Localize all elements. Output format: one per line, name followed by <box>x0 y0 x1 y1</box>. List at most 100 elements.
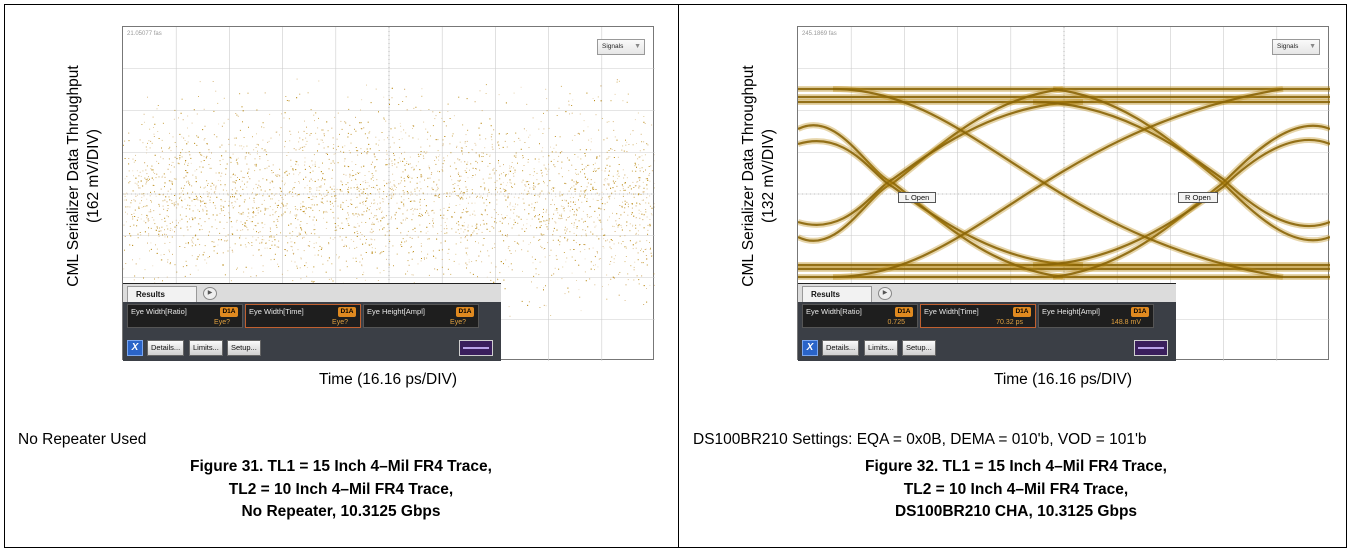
trace-sample <box>635 242 637 244</box>
trace-sample <box>176 271 178 273</box>
trace-sample <box>164 229 165 231</box>
trace-sample <box>298 234 300 236</box>
trace-sample <box>609 216 610 218</box>
trace-sample <box>303 236 305 238</box>
trace-sample <box>175 178 177 180</box>
trace-sample <box>278 246 280 248</box>
trace-sample <box>650 252 652 254</box>
trace-sample <box>586 198 588 200</box>
trace-sample <box>639 217 641 219</box>
trace-sample <box>315 132 317 134</box>
trace-sample <box>232 251 234 253</box>
trace-sample <box>405 96 407 98</box>
trace-sample <box>154 191 155 193</box>
trace-sample <box>292 249 293 251</box>
trace-sample <box>387 223 389 225</box>
trace-sample <box>164 220 166 222</box>
trace-sample <box>327 153 328 155</box>
trace-sample <box>558 268 560 270</box>
trace-sample <box>472 167 474 169</box>
trace-sample <box>461 212 463 214</box>
trace-sample <box>383 96 385 98</box>
trace-sample <box>314 229 316 230</box>
trace-sample <box>467 211 469 212</box>
trace-sample <box>588 164 590 166</box>
trace-sample <box>449 143 451 145</box>
trace-sample <box>646 264 648 266</box>
trace-sample <box>481 214 483 216</box>
trace-sample <box>541 190 543 192</box>
trace-sample <box>467 161 469 163</box>
trace-sample <box>489 155 491 157</box>
trace-sample <box>475 260 477 262</box>
trace-sample <box>463 192 465 194</box>
trace-sample <box>270 228 271 230</box>
trace-sample <box>514 241 516 242</box>
trace-sample <box>457 185 459 187</box>
trace-sample <box>332 147 334 149</box>
trace-sample <box>561 194 563 196</box>
trace-sample <box>128 158 130 159</box>
trace-sample <box>524 189 526 191</box>
trace-sample <box>545 223 547 225</box>
trace-sample <box>174 156 176 158</box>
trace-sample <box>414 208 416 210</box>
trace-sample <box>203 139 205 141</box>
trace-sample <box>144 231 146 233</box>
trace-sample <box>229 213 230 215</box>
trace-sample <box>284 211 286 213</box>
trace-sample <box>312 281 314 283</box>
trace-sample <box>233 206 235 207</box>
trace-sample <box>564 199 565 201</box>
trace-sample <box>481 110 483 112</box>
trace-sample <box>313 224 315 226</box>
trace-sample <box>393 194 395 196</box>
trace-sample <box>452 133 454 135</box>
trace-sample <box>543 208 544 210</box>
trace-sample <box>174 109 176 111</box>
trace-sample <box>290 245 292 247</box>
trace-sample <box>298 148 300 150</box>
trace-sample <box>365 200 367 202</box>
trace-sample <box>599 258 601 259</box>
trace-sample <box>158 233 160 235</box>
trace-sample <box>614 150 616 151</box>
trace-sample <box>517 204 519 206</box>
trace-sample <box>339 236 341 238</box>
trace-sample <box>643 116 645 117</box>
trace-sample <box>280 195 282 196</box>
trace-sample <box>365 242 367 244</box>
trace-sample <box>462 124 464 126</box>
trace-sample <box>297 194 299 195</box>
trace-sample <box>400 244 402 246</box>
trace-sample <box>522 155 524 157</box>
trace-sample <box>416 194 418 196</box>
trace-sample <box>537 215 539 216</box>
trace-sample <box>402 171 404 173</box>
trace-sample <box>221 144 223 146</box>
trace-sample <box>403 205 405 207</box>
trace-sample <box>252 211 253 213</box>
trace-sample <box>638 187 640 189</box>
trace-sample <box>219 221 221 223</box>
trace-sample <box>489 163 491 164</box>
trace-sample <box>215 172 217 174</box>
trace-sample <box>309 188 311 190</box>
trace-sample <box>599 219 601 220</box>
trace-sample <box>240 221 242 223</box>
trace-sample <box>377 280 379 281</box>
trace-sample <box>573 249 575 250</box>
trace-sample <box>491 226 493 228</box>
trace-sample <box>318 189 320 191</box>
trace-sample <box>543 289 544 291</box>
trace-sample <box>502 146 504 148</box>
trace-sample <box>150 191 151 193</box>
trace-sample <box>624 182 626 184</box>
trace-sample <box>556 115 558 116</box>
trace-sample <box>532 117 534 119</box>
trace-sample <box>552 234 554 236</box>
trace-sample <box>368 209 370 211</box>
trace-sample <box>531 207 533 209</box>
trace-sample <box>561 213 563 215</box>
trace-sample <box>416 194 418 196</box>
